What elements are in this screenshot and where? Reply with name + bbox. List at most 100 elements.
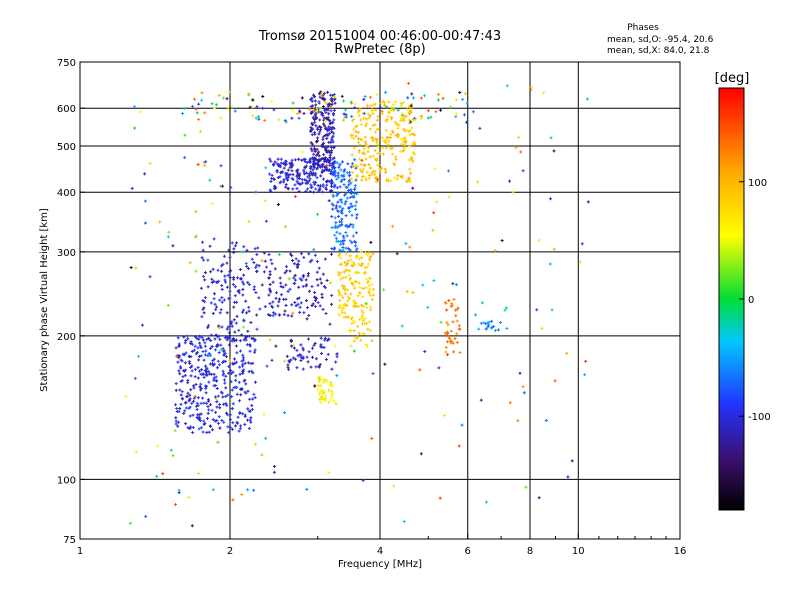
data-point [372,293,376,297]
data-point [255,269,259,273]
data-point [578,260,582,264]
data-point [324,116,328,120]
data-point [213,378,217,382]
x-tick-label: 10 [572,546,585,557]
data-point [227,430,231,434]
data-point [404,140,408,144]
data-point [226,393,230,397]
data-point [274,291,278,295]
data-point [340,309,344,313]
data-point [342,177,346,181]
data-point [360,178,364,182]
data-point [278,276,282,280]
data-point [254,291,258,295]
data-point [233,300,237,304]
data-point [279,161,283,165]
data-point [363,116,367,120]
data-point [344,246,348,250]
data-point [222,378,226,382]
data-point [350,321,354,325]
data-point [411,132,415,136]
data-point [324,358,328,362]
data-point [231,498,235,502]
data-point [295,348,299,352]
data-point [268,172,272,176]
data-point [234,338,238,342]
data-point [250,336,254,340]
data-point [273,187,277,191]
data-point [297,116,301,120]
data-point [278,181,282,185]
data-point [323,380,327,384]
data-point [247,220,251,224]
data-point [316,301,320,305]
data-point [243,413,247,417]
data-point [297,259,301,263]
data-point [316,384,320,388]
data-point [253,339,257,343]
data-point [315,270,319,274]
data-point [367,320,371,324]
data-point [338,303,342,307]
data-point [343,260,347,264]
data-point [373,130,377,134]
data-point [324,311,328,315]
data-point [307,289,311,293]
data-point [233,330,237,334]
data-point [354,271,358,275]
data-point [227,248,231,252]
data-point [276,304,280,308]
data-point [194,395,198,399]
data-point [335,355,339,359]
data-point [392,484,396,488]
data-point [309,129,313,133]
data-point [375,158,379,162]
data-point [312,117,316,121]
data-point [465,120,469,124]
data-point [289,358,293,362]
data-point [479,398,483,402]
data-point [347,180,351,184]
data-point [214,375,218,379]
data-point [240,333,244,337]
data-point [268,338,272,342]
data-point [411,160,415,164]
data-point [220,325,224,329]
data-point [548,262,552,266]
data-point [358,317,362,321]
data-point [304,164,308,168]
data-point [242,318,246,322]
data-point [329,190,333,194]
data-point [325,183,329,187]
data-point [207,324,211,328]
data-point [378,151,382,155]
data-point [176,336,180,340]
data-point [313,95,317,99]
data-point [315,110,319,114]
data-point [342,306,346,310]
data-point [341,296,345,300]
data-point [332,146,336,150]
data-point [361,174,365,178]
data-point [178,407,182,411]
data-point [301,274,305,278]
data-point [352,339,356,343]
data-point [286,289,290,293]
data-point [361,286,365,290]
data-point [132,105,136,109]
data-point [405,107,409,111]
data-point [264,219,268,223]
data-point [365,144,369,148]
data-point [516,419,520,423]
data-point [212,384,216,388]
data-point [328,155,332,159]
data-point [299,301,303,305]
data-point [356,137,360,141]
data-point [321,170,325,174]
data-point [318,277,322,281]
data-point [333,160,337,164]
data-point [323,165,327,169]
data-point [204,349,208,353]
data-point [344,200,348,204]
y-tick-label: 400 [57,188,76,199]
